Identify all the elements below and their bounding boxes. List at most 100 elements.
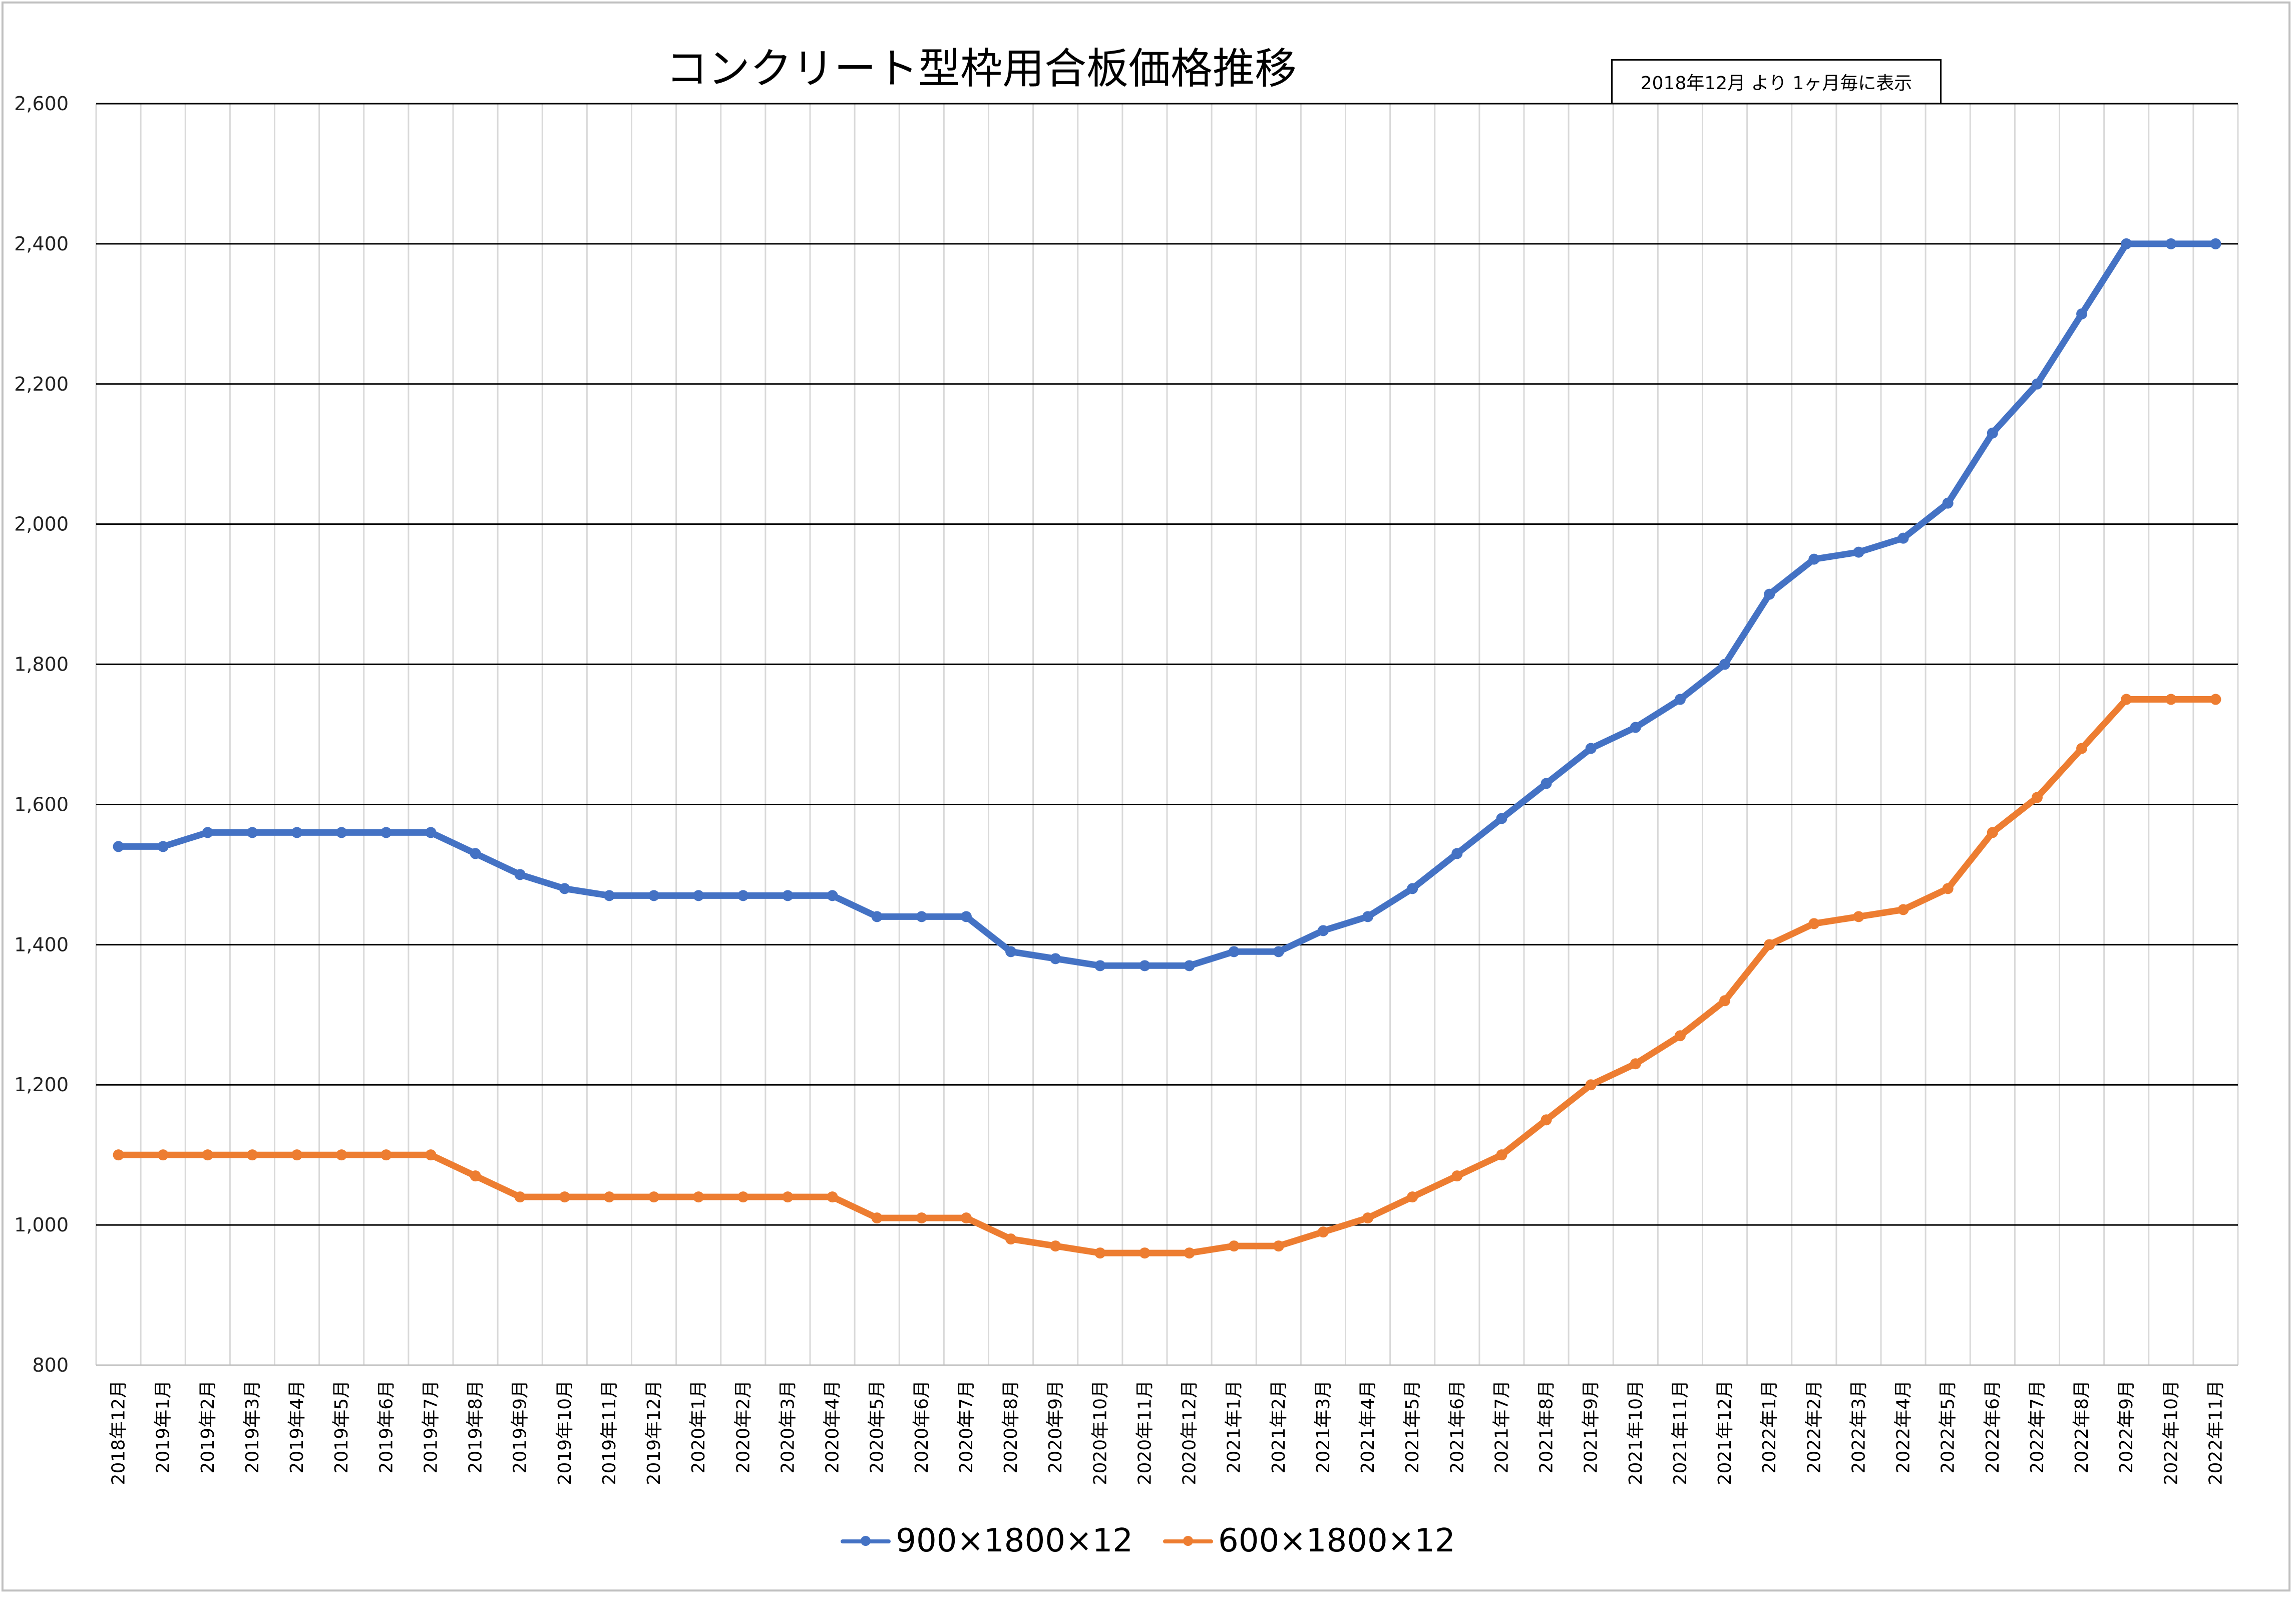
data-point	[1228, 1240, 1240, 1252]
x-tick-label: 2022年7月	[2027, 1380, 2048, 1474]
data-point	[916, 911, 927, 922]
data-point	[1407, 883, 1418, 894]
data-point	[1139, 1247, 1151, 1259]
x-tick-label: 2021年10月	[1626, 1380, 1646, 1485]
data-point	[2210, 694, 2221, 705]
data-point	[1496, 1149, 1507, 1161]
data-point	[960, 911, 972, 922]
x-tick-label: 2022年5月	[1938, 1380, 1959, 1474]
data-point	[1184, 960, 1195, 972]
legend-label: 900×1800×12	[896, 1522, 1133, 1559]
x-tick-label: 2022年2月	[1804, 1380, 1824, 1474]
data-point	[202, 1149, 213, 1161]
chart-title: コンクリート型枠用合板価格推移	[666, 44, 1297, 93]
data-point	[693, 890, 704, 901]
data-point	[380, 1149, 392, 1161]
x-tick-label: 2018年12月	[109, 1380, 129, 1485]
data-point	[514, 1191, 526, 1203]
data-point	[336, 1149, 347, 1161]
data-point	[1139, 960, 1151, 972]
data-point	[693, 1191, 704, 1203]
x-tick-label: 2020年5月	[867, 1380, 888, 1474]
data-point	[336, 827, 347, 838]
data-point	[1317, 925, 1329, 936]
x-tick-label: 2019年12月	[644, 1380, 664, 1485]
data-point	[827, 1191, 838, 1203]
x-tick-label: 2021年11月	[1670, 1380, 1691, 1485]
data-point	[1897, 904, 1909, 915]
data-point	[2210, 238, 2221, 249]
data-point	[157, 841, 169, 852]
horizontal-gridlines	[96, 103, 2238, 1366]
x-tick-label: 2019年6月	[376, 1380, 397, 1474]
legend-label: 600×1800×12	[1218, 1522, 1455, 1559]
data-point	[2076, 743, 2088, 754]
data-point	[1630, 722, 1641, 733]
data-point	[782, 1191, 794, 1203]
data-point	[648, 890, 660, 901]
data-point	[871, 1212, 883, 1224]
data-point	[648, 1191, 660, 1203]
data-point	[1674, 694, 1686, 705]
data-point	[1541, 1114, 1552, 1126]
data-point	[1273, 1240, 1284, 1252]
y-tick-label: 800	[32, 1354, 69, 1376]
data-point	[1764, 939, 1775, 950]
data-point	[1853, 911, 1864, 922]
y-tick-label: 2,600	[14, 93, 69, 115]
data-point	[1719, 659, 1731, 670]
x-tick-label: 2021年2月	[1269, 1380, 1289, 1474]
x-tick-label: 2021年9月	[1581, 1380, 1602, 1474]
data-point	[470, 1170, 481, 1182]
x-tick-label: 2020年11月	[1134, 1380, 1155, 1485]
data-point	[1273, 946, 1284, 957]
x-tick-label: 2020年2月	[733, 1380, 753, 1474]
y-tick-label: 2,200	[14, 373, 69, 395]
data-point	[1005, 1233, 1017, 1245]
data-point	[425, 1149, 437, 1161]
x-tick-label: 2021年3月	[1313, 1380, 1334, 1474]
data-point	[559, 883, 570, 894]
x-tick-label: 2019年3月	[242, 1380, 263, 1474]
data-point	[1674, 1030, 1686, 1042]
x-tick-label: 2022年3月	[1848, 1380, 1869, 1474]
x-tick-label: 2019年2月	[198, 1380, 218, 1474]
data-point	[2031, 792, 2043, 803]
data-point	[1585, 743, 1597, 754]
x-tick-label: 2020年7月	[956, 1380, 977, 1474]
x-tick-label: 2019年10月	[555, 1380, 575, 1485]
data-point	[246, 827, 258, 838]
y-tick-label: 1,200	[14, 1074, 69, 1096]
data-point	[603, 1191, 615, 1203]
x-tick-label: 2022年1月	[1759, 1380, 1780, 1474]
x-tick-label: 2019年4月	[287, 1380, 307, 1474]
y-tick-label: 1,400	[14, 933, 69, 955]
data-point	[291, 827, 303, 838]
data-point	[827, 890, 838, 901]
x-tick-label: 2019年1月	[153, 1380, 174, 1474]
data-point	[113, 1149, 124, 1161]
legend-swatch	[1163, 1531, 1213, 1551]
x-axis-ticks: 2018年12月 2019年1月 2019年2月 2019年3月 2019年4月 2019…	[109, 1380, 2226, 1485]
data-point	[603, 890, 615, 901]
data-point	[1317, 1226, 1329, 1238]
data-point	[1362, 911, 1374, 922]
data-point	[2121, 694, 2132, 705]
x-tick-label: 2022年11月	[2205, 1380, 2226, 1485]
data-point	[1808, 553, 1820, 565]
x-tick-label: 2022年8月	[2072, 1380, 2092, 1474]
y-axis-ticks: 800 1,000 1,200 1,400 1,600 1,800 2,000 2,200 2,…	[14, 93, 69, 1376]
data-point	[1184, 1247, 1195, 1259]
legend-item: 900×1800×12	[841, 1522, 1133, 1559]
x-tick-label: 2022年6月	[1983, 1380, 2003, 1474]
data-point	[1719, 995, 1731, 1007]
data-point	[2165, 694, 2177, 705]
data-point	[559, 1191, 570, 1203]
x-tick-label: 2019年9月	[510, 1380, 531, 1474]
x-tick-label: 2021年7月	[1491, 1380, 1512, 1474]
x-tick-label: 2019年8月	[466, 1380, 486, 1474]
x-tick-label: 2022年9月	[2116, 1380, 2137, 1474]
x-tick-label: 2020年8月	[1001, 1380, 1021, 1474]
x-tick-label: 2020年3月	[778, 1380, 798, 1474]
